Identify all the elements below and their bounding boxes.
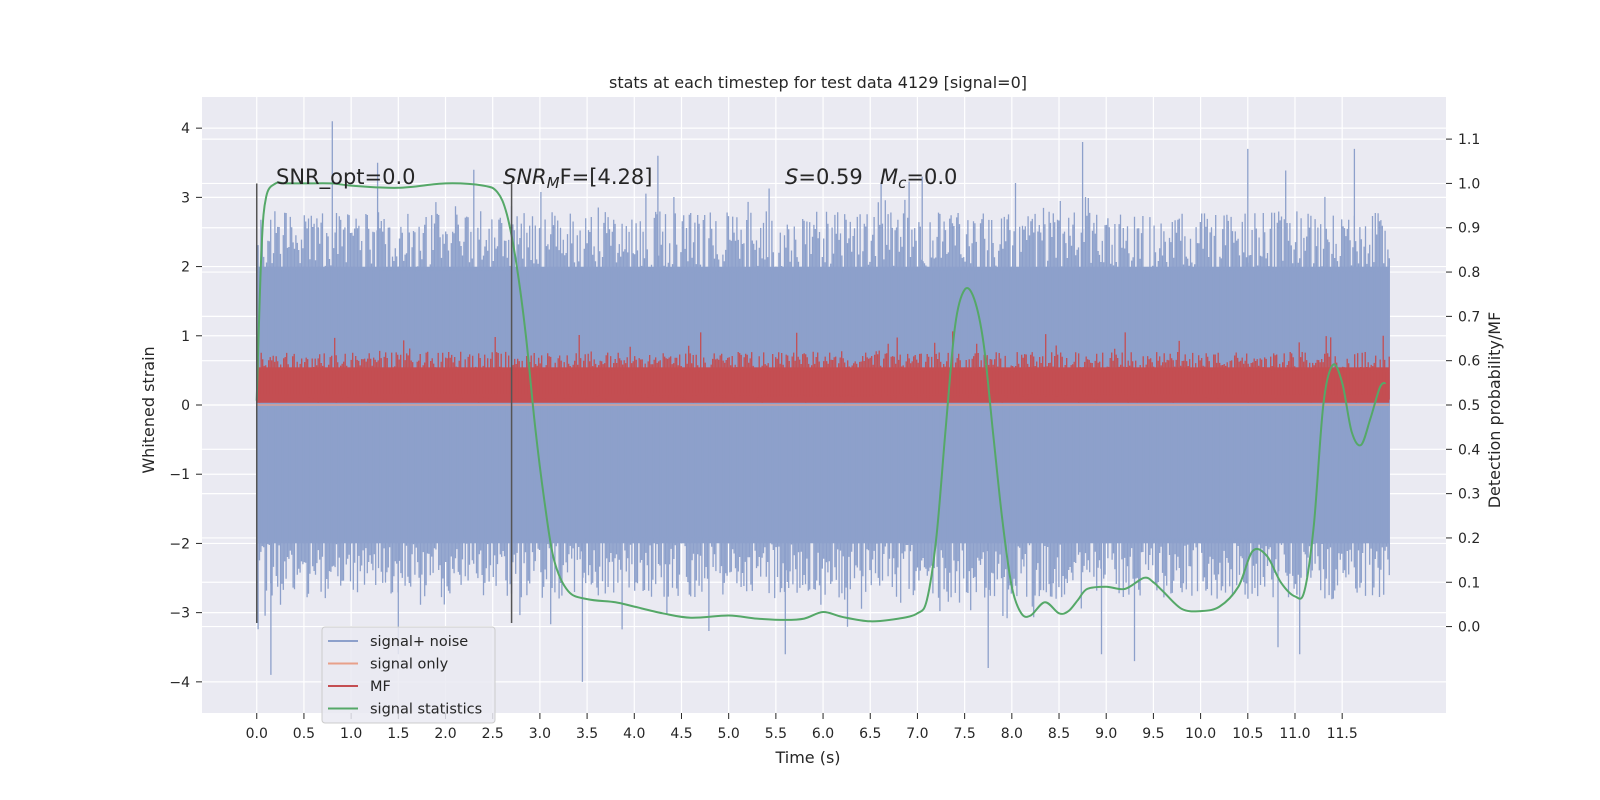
right-y-axis-ticks: 0.0 0.1 0.2 0.3 0.4 0.5 0.6 0.7 0.8 0.9 1.0 1.1: [1446, 132, 1480, 636]
x-axis-ticks: 0.0 0.5 1.0 1.5 2.0 2.5 3.0 3.5 4.0 4.5 5.0 5.5 6.0 6…: [246, 713, 1358, 742]
left-y-axis-label: Whitened strain: [139, 346, 158, 473]
legend-label: signal statistics: [370, 702, 482, 718]
right-y-tick-label: 0.2: [1458, 531, 1480, 547]
left-y-tick-label: −3: [169, 606, 190, 622]
left-y-tick-label: 1: [181, 329, 190, 345]
x-tick-label: 6.0: [812, 726, 834, 742]
x-tick-label: 9.5: [1142, 726, 1164, 742]
x-axis-label: Time (s): [774, 748, 840, 767]
x-tick-label: 7.5: [954, 726, 976, 742]
x-tick-label: 3.5: [576, 726, 598, 742]
annotation-snr-opt: SNR_opt=0.0: [276, 165, 416, 190]
x-tick-label: 1.0: [340, 726, 362, 742]
left-y-tick-label: −4: [169, 675, 190, 691]
series-signal-statistics: [255, 181, 1387, 623]
right-y-tick-label: 0.6: [1458, 354, 1480, 370]
right-y-tick-label: 0.9: [1458, 221, 1480, 237]
left-y-tick-label: 3: [181, 190, 190, 206]
x-tick-label: 8.0: [1001, 726, 1023, 742]
x-tick-label: 2.5: [482, 726, 504, 742]
x-tick-label: 6.5: [859, 726, 881, 742]
mc-base: M: [880, 165, 898, 189]
legend: signal+ noise signal only MF signal statist…: [321, 626, 496, 724]
annotation-snr-mf: SNRMF=[4.28]: [503, 165, 652, 192]
right-y-tick-label: 0.3: [1458, 487, 1480, 503]
x-tick-label: 3.0: [529, 726, 551, 742]
x-tick-label: 10.5: [1232, 726, 1263, 742]
vertical-markers: [255, 183, 513, 624]
series-layer: [255, 121, 1390, 682]
right-y-axis-label: Detection probability/MF: [1485, 312, 1504, 509]
right-y-tick-label: 0.5: [1458, 398, 1480, 414]
left-y-axis-ticks: −4 −3 −2 −1 0 1 2 3 4: [169, 121, 202, 691]
left-y-tick-label: −2: [169, 536, 190, 552]
right-y-tick-label: 1.1: [1458, 132, 1480, 148]
snr-mf-base: SNR: [503, 165, 547, 189]
x-tick-label: 9.0: [1095, 726, 1117, 742]
x-tick-label: 7.0: [906, 726, 928, 742]
legend-label: signal+ noise: [370, 634, 468, 650]
x-tick-label: 11.5: [1327, 726, 1358, 742]
s-value: =0.59: [798, 165, 862, 189]
x-tick-label: 0.0: [246, 726, 268, 742]
x-tick-label: 0.5: [293, 726, 315, 742]
legend-label: signal only: [370, 657, 449, 673]
chart-title: stats at each timestep for test data 412…: [609, 73, 1027, 92]
left-y-tick-label: 4: [181, 121, 190, 137]
x-tick-label: 8.5: [1048, 726, 1070, 742]
left-y-tick-label: 0: [181, 398, 190, 414]
snr-mf-rest: F=[4.28]: [560, 165, 653, 189]
x-tick-label: 4.0: [623, 726, 645, 742]
mc-subscript: c: [898, 174, 907, 192]
x-tick-label: 5.5: [765, 726, 787, 742]
s-symbol: S: [785, 165, 798, 189]
x-tick-label: 1.5: [387, 726, 409, 742]
right-y-tick-label: 0.4: [1458, 442, 1480, 458]
right-y-tick-label: 0.0: [1458, 620, 1480, 636]
x-tick-label: 10.0: [1185, 726, 1216, 742]
legend-frame: [321, 626, 496, 724]
left-y-tick-label: −1: [169, 467, 190, 483]
right-y-tick-label: 0.1: [1458, 575, 1480, 591]
annotation-mc: Mc=0.0: [880, 165, 957, 192]
x-tick-label: 11.0: [1279, 726, 1310, 742]
mc-rest: =0.0: [906, 165, 957, 189]
left-y-tick-label: 2: [181, 260, 190, 276]
snr-mf-subscript: M: [547, 174, 560, 192]
right-y-tick-label: 0.7: [1458, 309, 1480, 325]
right-y-tick-label: 0.8: [1458, 265, 1480, 281]
x-tick-label: 5.0: [718, 726, 740, 742]
legend-label: MF: [370, 679, 391, 695]
x-tick-label: 4.5: [670, 726, 692, 742]
annotation-s: S=0.59: [785, 165, 863, 189]
x-tick-label: 2.0: [434, 726, 456, 742]
right-y-tick-label: 1.0: [1458, 176, 1480, 192]
